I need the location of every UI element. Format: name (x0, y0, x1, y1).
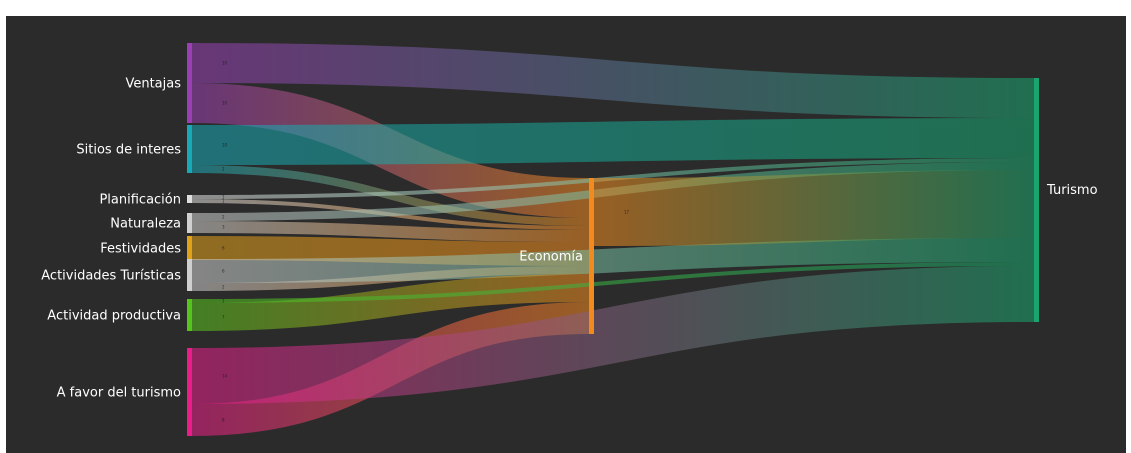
node-label-sitios: Sitios de interes (76, 143, 181, 158)
link-favor-turismo[interactable] (191, 266, 1035, 404)
link-value-label: 10 (222, 61, 228, 66)
link-value-label: 2 (222, 285, 225, 290)
node-label-naturaleza: Naturaleza (110, 217, 181, 232)
node-economia[interactable] (589, 178, 594, 334)
node-label-actividades: Actividades Turísticas (41, 269, 181, 284)
link-value-label: 1 (222, 195, 225, 200)
node-naturaleza[interactable] (187, 213, 192, 233)
node-label-planificacion: Planificación (99, 193, 181, 208)
link-value-label: 10 (222, 101, 228, 106)
link-value-label: 1 (222, 199, 225, 204)
node-ventajas[interactable] (187, 43, 192, 123)
links-layer (191, 43, 1035, 436)
node-label-ventajas: Ventajas (125, 77, 181, 92)
node-label-economia: Economía (519, 250, 583, 265)
node-actividades[interactable] (187, 259, 192, 291)
node-label-turismo: Turismo (1046, 183, 1098, 198)
node-label-favor: A favor del turismo (57, 386, 181, 401)
link-naturaleza-economia[interactable] (191, 221, 590, 242)
link-value-label: 2 (222, 215, 225, 220)
link-value-label: 8 (222, 418, 225, 423)
link-sitios-turismo[interactable] (191, 118, 1035, 165)
link-ventajas-turismo[interactable] (191, 43, 1035, 118)
node-label-festividades: Festividades (100, 242, 181, 257)
link-value-label: 6 (222, 246, 225, 251)
node-turismo[interactable] (1034, 78, 1039, 322)
link-value-label: 2 (222, 167, 225, 172)
link-actividades-turismo[interactable] (191, 238, 1035, 283)
sankey-frame: 10 10 10 2 1 1 3 2 6 2 6 7 1 8 14 17 Ventajas Sitios de i… (6, 16, 1126, 453)
link-value-label: 6 (222, 269, 225, 274)
link-value-label: 7 (222, 315, 225, 320)
nodes-layer (187, 43, 1039, 436)
node-label-productiva: Actividad productiva (47, 309, 181, 324)
node-planificacion[interactable] (187, 195, 192, 203)
link-value-label: 10 (222, 143, 228, 148)
link-value-label: 17 (624, 210, 630, 215)
link-value-label: 1 (222, 299, 225, 304)
node-sitios[interactable] (187, 125, 192, 173)
node-productiva[interactable] (187, 299, 192, 331)
node-favor[interactable] (187, 348, 192, 436)
node-festividades[interactable] (187, 236, 192, 260)
link-productiva-turismo[interactable] (191, 262, 1035, 303)
link-value-label: 3 (222, 225, 225, 230)
link-value-label: 14 (222, 374, 228, 379)
link-economia-turismo[interactable] (593, 170, 1035, 246)
